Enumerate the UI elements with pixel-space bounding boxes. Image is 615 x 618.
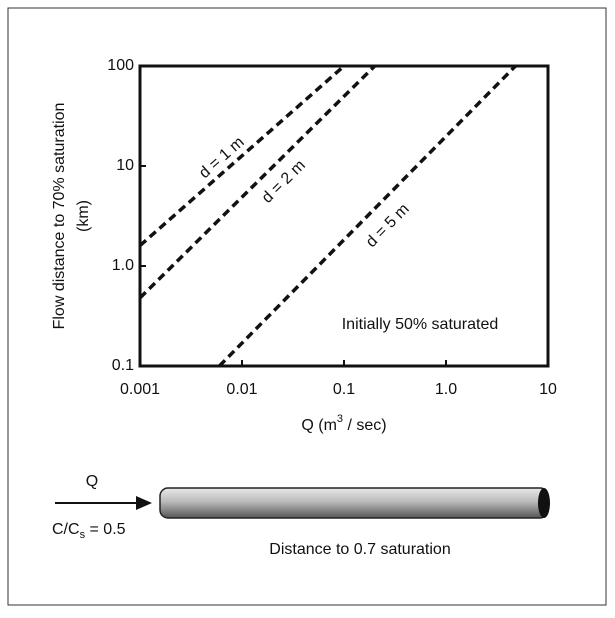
- arrow-head: [136, 496, 152, 510]
- x-tick-label: 1.0: [435, 381, 457, 398]
- pipe: [159, 487, 549, 519]
- y-tick-label: 1.0: [112, 257, 134, 274]
- line: [138, 64, 346, 247]
- y-axis-label: (km): [75, 200, 92, 232]
- y-axis-label: Flow distance to 70% saturation: [51, 103, 68, 330]
- y-tick-label: 0.1: [112, 357, 134, 374]
- series-label: d = 2 m: [259, 157, 309, 207]
- pipe-end: [538, 488, 550, 518]
- flow-label: Q: [86, 473, 98, 490]
- series-label: d = 5 m: [363, 201, 413, 251]
- line: [138, 64, 376, 300]
- annotation: Initially 50% saturated: [342, 316, 499, 333]
- x-axis-label: Q (m3 / sec): [301, 413, 386, 434]
- x-tick-label: 0.1: [333, 381, 355, 398]
- ratio-label: C/Cs = 0.5: [52, 521, 126, 541]
- line: [218, 64, 517, 368]
- x-tick-label: 10: [539, 381, 557, 398]
- y-tick-label: 100: [107, 57, 134, 74]
- x-tick-label: 0.01: [226, 381, 257, 398]
- x-tick-label: 0.001: [120, 381, 160, 398]
- y-tick-label: 10: [116, 157, 134, 174]
- pipe-label: Distance to 0.7 saturation: [269, 541, 450, 558]
- frame: [7, 7, 607, 606]
